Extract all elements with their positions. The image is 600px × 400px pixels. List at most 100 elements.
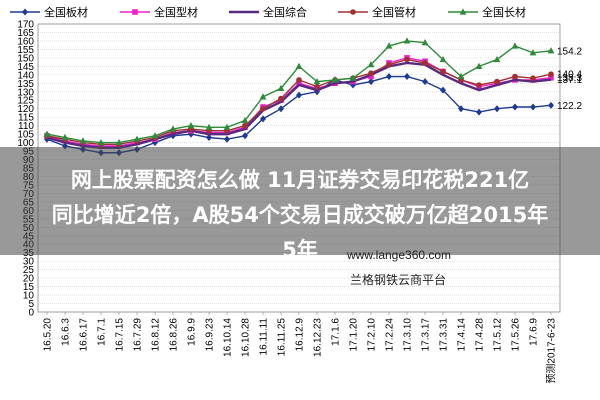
y-tick-label: 135 (17, 79, 34, 90)
y-tick-label: 170 (17, 20, 34, 31)
series-line (46, 61, 552, 149)
x-tick-label: 16.10.28 (241, 318, 252, 357)
y-tick-label: 100 (17, 138, 34, 149)
headline: 网上股票配资怎么做 11月证券交易印花税221亿 同比增近2倍，A股54个交易日… (0, 163, 600, 268)
point-marker (421, 39, 429, 46)
x-tick-label: 17.5.26 (511, 318, 522, 352)
legend-label: 全国板材 (44, 5, 88, 19)
point-marker (368, 70, 374, 76)
end-value-label: 138.3 (557, 73, 582, 84)
series-line (46, 58, 552, 145)
y-tick-label: 115 (18, 113, 34, 124)
x-tick-label: 17.4.28 (475, 318, 486, 352)
point-marker (494, 105, 500, 113)
point-marker (296, 77, 302, 83)
x-tick-label: 16.10.14 (223, 318, 234, 357)
y-tick-label: 150 (17, 53, 34, 64)
x-tick-label: 17.2.10 (367, 318, 378, 352)
y-tick-label: 25 (23, 265, 35, 276)
x-tick-label: 17.2.24 (385, 318, 396, 352)
x-tick-label: 16.9.23 (205, 318, 216, 352)
point-marker (459, 8, 467, 15)
y-tick-label: 120 (17, 104, 34, 115)
x-tick-label: 16.11.11 (259, 318, 270, 356)
x-tick-label: 16.11.25 (277, 318, 288, 357)
y-tick-label: 20 (23, 274, 35, 285)
y-tick-label: 160 (17, 36, 34, 47)
point-marker (386, 73, 392, 81)
point-marker (349, 74, 357, 81)
y-tick-label: 155 (17, 45, 34, 56)
series-3 (46, 61, 552, 149)
point-marker (512, 73, 518, 80)
point-marker (97, 138, 105, 146)
headline-line-2: 同比增近2倍，A股54个交易日成交破万亿超2015年 (51, 203, 549, 227)
point-marker (475, 62, 483, 69)
series-line (46, 57, 552, 147)
x-tick-label: 16.6.3 (61, 318, 72, 346)
x-tick-label: 16.7.1 (97, 318, 108, 346)
y-tick-label: 110 (18, 121, 34, 132)
x-tick-label: 16.12.9 (295, 318, 306, 352)
point-marker (260, 105, 266, 112)
point-marker (511, 42, 519, 49)
x-tick-label: 16.8.26 (169, 318, 180, 352)
x-tick-label: 16.7.15 (115, 318, 126, 352)
headline-line-3: 5年 (282, 238, 318, 262)
point-marker (296, 80, 302, 87)
x-tick-label: 17.5.12 (493, 318, 504, 352)
legend-label: 全国管材 (372, 5, 416, 19)
point-marker (458, 105, 464, 113)
y-tick-label: 15 (23, 282, 35, 293)
point-marker (529, 49, 537, 56)
legend-label: 全国综合 (263, 5, 307, 19)
x-tick-label: 16.8.12 (151, 318, 162, 352)
y-tick-label: 165 (17, 28, 34, 39)
point-marker (296, 91, 302, 99)
x-tick-label: 17.3.31 (439, 318, 450, 352)
point-marker (403, 37, 411, 44)
point-marker (548, 101, 554, 109)
point-marker (278, 95, 284, 102)
headline-banner (0, 147, 600, 255)
x-tick-label: 17.1.20 (349, 318, 360, 352)
series-4 (44, 56, 554, 148)
point-marker (206, 134, 212, 142)
end-value-label: 122.2 (557, 101, 582, 112)
y-tick-label: 30 (23, 257, 35, 268)
point-marker (22, 8, 28, 16)
point-marker (385, 42, 393, 49)
y-tick-label: 125 (17, 96, 34, 107)
legend-item-5: 全国长材 (448, 5, 526, 19)
point-marker (278, 105, 284, 113)
point-marker (260, 115, 266, 123)
point-marker (295, 62, 303, 69)
point-marker (493, 55, 501, 63)
point-marker (368, 78, 374, 86)
y-tick-label: 145 (17, 62, 34, 73)
point-marker (223, 123, 231, 130)
y-tick-label: 10 (23, 291, 35, 302)
point-marker (422, 60, 428, 66)
legend-label: 全国型材 (154, 5, 198, 19)
point-marker (476, 82, 482, 88)
point-marker (548, 74, 554, 81)
point-marker (476, 108, 482, 116)
point-marker (313, 78, 321, 85)
point-marker (224, 135, 230, 143)
series-5 (43, 37, 555, 146)
x-tick-label: 17.6.9 (529, 318, 540, 346)
x-tick-label: 16.6.17 (79, 318, 90, 352)
point-marker (242, 122, 248, 129)
point-marker (241, 116, 249, 124)
point-marker (494, 78, 500, 85)
point-marker (242, 132, 248, 140)
end-value-label: 137.1 (557, 75, 582, 86)
point-marker (314, 83, 320, 90)
end-value-label: 154.2 (557, 46, 582, 57)
legend-item-2: 全国型材 (120, 5, 198, 19)
point-marker (512, 103, 518, 111)
y-tick-label: 105 (17, 130, 34, 141)
point-marker (386, 61, 392, 68)
